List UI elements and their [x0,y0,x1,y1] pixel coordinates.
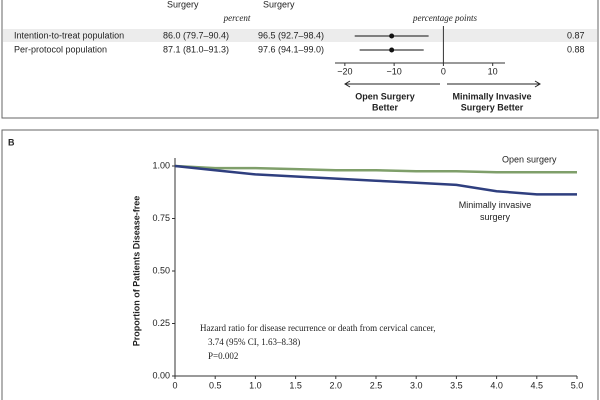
panel-label: B [8,137,15,147]
x-tick-label: 5.0 [571,380,584,390]
unit-label: percent [223,13,251,23]
x-tick-label: 2.5 [370,380,383,390]
value-text: 96.5 (92.7–98.4) [258,30,324,40]
y-tick-label: 0.25 [152,318,170,328]
x-tick-label: 4.0 [490,380,503,390]
x-tick-label: −20 [337,66,352,76]
p-value: 0.88 [567,44,585,54]
survival-line [174,164,577,174]
p-value: 0.87 [567,30,585,40]
unit-label: percentage points [412,13,477,23]
direction-label: Open Surgery [355,91,415,101]
value-text: 97.6 (94.1–99.0) [258,44,324,54]
estimate [389,47,395,53]
y-tick-label: 0.75 [152,213,170,223]
y-tick-label: 1.00 [152,160,170,170]
row-label: Per-protocol population [14,44,107,54]
x-tick-label: 2.0 [330,380,343,390]
annotation: 3.74 (95% CI, 1.63–8.38) [208,337,300,347]
direction-label: Better [372,102,399,112]
x-tick-label: 4.5 [531,380,544,390]
x-tick-label: −10 [386,66,401,76]
column-header: Surgery [263,0,295,9]
x-tick-label: 0 [172,380,177,390]
estimate [389,33,395,39]
row-shade [3,29,597,42]
y-axis-label: Proportion of Patients Disease-free [131,196,141,347]
direction-label: Minimally Invasive [452,91,531,101]
direction-label: Surgery Better [461,102,524,112]
x-tick-label: 1.0 [249,380,262,390]
x-tick-label: 0 [441,66,446,76]
value-text: 86.0 (79.7–90.4) [163,30,229,40]
y-tick-label: 0.00 [152,370,170,380]
arrow [344,80,440,88]
series-label: Open surgery [502,154,557,164]
panel-a-border [1,0,599,119]
y-tick-label: 0.50 [152,265,170,275]
row-label: Intention-to-treat population [14,30,124,40]
column-header: Surgery [167,0,199,9]
x-tick-label: 3.5 [450,380,463,390]
x-tick-label: 3.0 [410,380,423,390]
annotation: P=0.002 [208,351,238,361]
value-text: 87.1 (81.0–91.3) [163,44,229,54]
x-tick-label: 10 [488,66,498,76]
panel-b-border [1,129,599,400]
annotation: Hazard ratio for disease recurrence or d… [200,323,436,333]
series-label: Minimally invasive surgery [459,200,532,222]
survival-line [174,164,577,196]
x-tick-label: 1.5 [289,380,302,390]
x-tick-label: 0.5 [209,380,222,390]
arrow [447,80,541,88]
